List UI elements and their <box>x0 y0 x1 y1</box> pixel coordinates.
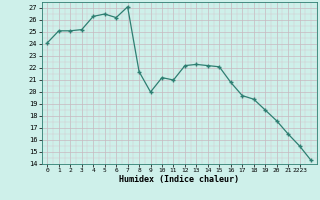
X-axis label: Humidex (Indice chaleur): Humidex (Indice chaleur) <box>119 175 239 184</box>
